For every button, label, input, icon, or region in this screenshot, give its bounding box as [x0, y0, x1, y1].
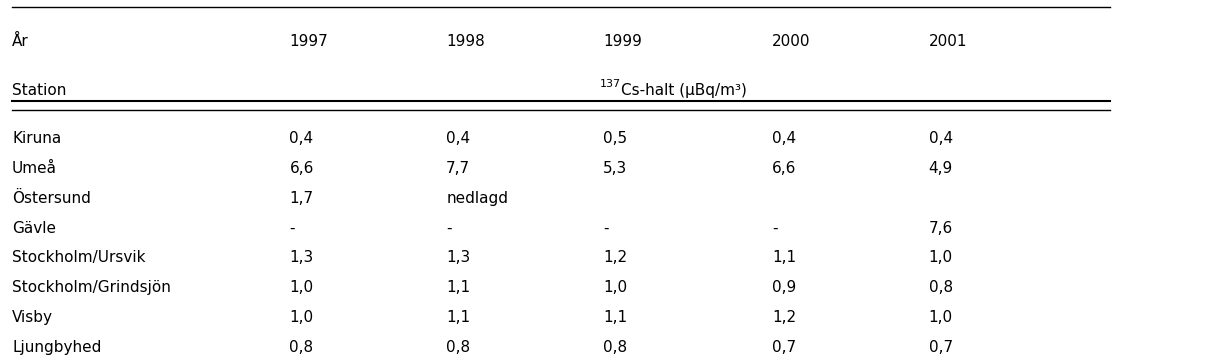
- Text: -: -: [603, 220, 609, 236]
- Text: -: -: [446, 220, 452, 236]
- Text: 0,7: 0,7: [772, 340, 796, 355]
- Text: 6,6: 6,6: [772, 161, 796, 176]
- Text: 0,8: 0,8: [929, 281, 953, 295]
- Text: 137: 137: [599, 79, 621, 89]
- Text: 0,8: 0,8: [603, 340, 627, 355]
- Text: 5,3: 5,3: [603, 161, 627, 176]
- Text: 1998: 1998: [446, 35, 485, 49]
- Text: Ljungbyhed: Ljungbyhed: [12, 340, 101, 355]
- Text: 0,7: 0,7: [929, 340, 953, 355]
- Text: 1997: 1997: [289, 35, 328, 49]
- Text: Umeå: Umeå: [12, 161, 57, 176]
- Text: 1,1: 1,1: [446, 310, 470, 325]
- Text: 1,2: 1,2: [772, 310, 796, 325]
- Text: 1,2: 1,2: [603, 250, 627, 266]
- Text: 0,4: 0,4: [289, 131, 314, 146]
- Text: 0,4: 0,4: [446, 131, 470, 146]
- Text: Gävle: Gävle: [12, 220, 55, 236]
- Text: 7,7: 7,7: [446, 161, 470, 176]
- Text: Stockholm/Grindsjön: Stockholm/Grindsjön: [12, 281, 171, 295]
- Text: Visby: Visby: [12, 310, 53, 325]
- Text: Station: Station: [12, 83, 66, 98]
- Text: Östersund: Östersund: [12, 190, 90, 206]
- Text: 0,8: 0,8: [289, 340, 314, 355]
- Text: 2001: 2001: [929, 35, 967, 49]
- Text: -: -: [289, 220, 295, 236]
- Text: År: År: [12, 35, 29, 49]
- Text: 0,4: 0,4: [772, 131, 796, 146]
- Text: 1,0: 1,0: [289, 281, 314, 295]
- Text: Kiruna: Kiruna: [12, 131, 62, 146]
- Text: 1,7: 1,7: [289, 190, 314, 205]
- Text: 1,0: 1,0: [289, 310, 314, 325]
- Text: 1,1: 1,1: [603, 310, 627, 325]
- Text: -: -: [772, 220, 778, 236]
- Text: 2000: 2000: [772, 35, 810, 49]
- Text: Stockholm/Ursvik: Stockholm/Ursvik: [12, 250, 146, 266]
- Text: 0,5: 0,5: [603, 131, 627, 146]
- Text: 1,3: 1,3: [446, 250, 470, 266]
- Text: 6,6: 6,6: [289, 161, 314, 176]
- Text: 7,6: 7,6: [929, 220, 953, 236]
- Text: 1,0: 1,0: [929, 310, 953, 325]
- Text: 1,0: 1,0: [603, 281, 627, 295]
- Text: 1,0: 1,0: [929, 250, 953, 266]
- Text: nedlagd: nedlagd: [446, 190, 508, 205]
- Text: 1,1: 1,1: [772, 250, 796, 266]
- Text: 4,9: 4,9: [929, 161, 953, 176]
- Text: 1999: 1999: [603, 35, 642, 49]
- Text: 0,8: 0,8: [446, 340, 470, 355]
- Text: 1,1: 1,1: [446, 281, 470, 295]
- Text: 0,9: 0,9: [772, 281, 796, 295]
- Text: 1,3: 1,3: [289, 250, 314, 266]
- Text: 0,4: 0,4: [929, 131, 953, 146]
- Text: Cs-halt (µBq/m³): Cs-halt (µBq/m³): [621, 83, 747, 98]
